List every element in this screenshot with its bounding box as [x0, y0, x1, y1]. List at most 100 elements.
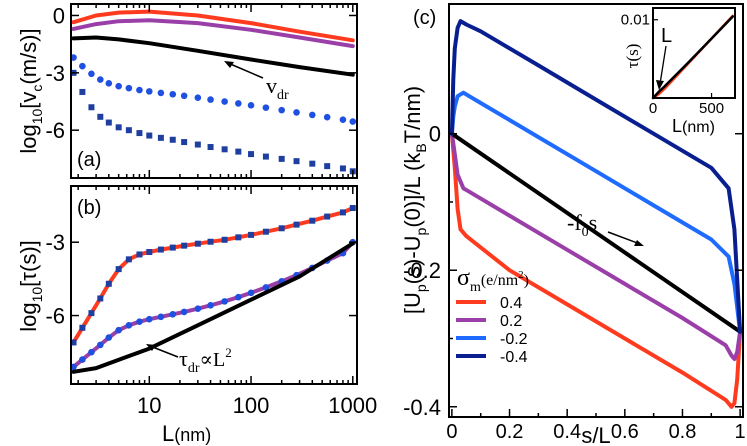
x-tick-label: 10	[137, 393, 161, 418]
y-label-log: log	[16, 124, 41, 153]
series-c-3-line	[449, 90, 743, 334]
inset-y-label: τ(s)	[623, 44, 642, 69]
y-tick-label: -3	[45, 230, 65, 255]
series-a-4-point	[278, 155, 285, 162]
inset-x-label-unit: (nm)	[682, 119, 715, 136]
series-a-4-point	[221, 146, 228, 153]
annotation-taudr-sub: dr	[188, 361, 200, 376]
y-axis-label-a: log10[vc(m/s)]	[16, 28, 45, 153]
series-b-0-point	[146, 249, 153, 255]
series-b-0-point	[248, 231, 255, 238]
series-b-1-point	[88, 348, 95, 356]
series-a-4-point	[248, 151, 255, 158]
inset-x-label-L: L	[672, 116, 682, 136]
annotation-taudr: τdr∝L2	[179, 345, 232, 376]
annotation-f0s-s: s	[589, 210, 598, 235]
y-label-sub: p	[413, 227, 429, 235]
series-b-0-point	[181, 242, 188, 249]
panel-b-frame	[70, 185, 358, 385]
y-label-sub: 10	[29, 108, 45, 124]
series-b-1-point	[145, 315, 153, 323]
x-axis-label-c: s/L	[581, 423, 610, 446]
series-b-0-point	[115, 266, 122, 273]
x-tick-label: 0.4	[553, 421, 581, 443]
series-b-0-point	[70, 339, 77, 346]
series-a-4-point	[136, 130, 143, 137]
annotation-vdr: vdr	[266, 73, 289, 103]
series-a-4-point	[115, 124, 122, 131]
x-tick-label: 100	[233, 393, 270, 418]
series-b-1-point	[125, 322, 133, 329]
series-b-2-line	[71, 241, 355, 374]
series-a-3-point	[323, 113, 331, 121]
y-tick-label: 0	[429, 122, 441, 147]
series-b-1-point	[180, 308, 188, 316]
series-b-0-point	[79, 324, 86, 331]
series-a-3-point	[278, 106, 285, 114]
series-b-1-point	[194, 305, 202, 313]
legend-label-1: 0.2	[500, 313, 522, 330]
annotation-arrow-b	[149, 345, 179, 358]
series-b-0-point	[278, 225, 285, 232]
panel-letter-b: (b)	[77, 197, 101, 219]
y-label-sub2: c	[29, 85, 45, 92]
x-tick-label: 1000	[328, 393, 377, 418]
x-tick-label: 1	[735, 421, 746, 443]
y-label-suffix: [τ(s)]	[16, 240, 41, 287]
series-b-0-point	[235, 234, 242, 241]
series-a-4-point	[97, 113, 104, 120]
panel-letter-c: (c)	[413, 7, 436, 29]
series-b-0-point	[207, 238, 214, 245]
series-a-4-point	[105, 119, 112, 126]
series-b-0-point	[293, 221, 300, 228]
y-tick-label: -3	[45, 61, 65, 86]
series-a-3-point	[293, 109, 300, 116]
series-b-0-point	[105, 280, 112, 287]
series-inset-1-line	[651, 15, 734, 100]
annotation-arrow-c	[607, 231, 641, 245]
series-c-2-line	[449, 131, 743, 334]
series-a-3-point	[157, 89, 165, 97]
series-b-0-point	[221, 236, 228, 243]
series-a-4-point	[169, 136, 176, 143]
x-label-L: L	[162, 421, 174, 446]
y-label-log: log	[16, 302, 41, 331]
series-a-3-point	[180, 92, 188, 100]
series-b-0-point	[262, 228, 269, 235]
series-b-0-point	[194, 240, 201, 247]
series-a-3-point	[339, 116, 347, 123]
annotation-vdr-sub: dr	[277, 88, 289, 103]
series-b-0-point	[157, 246, 164, 253]
y-tick-label: -6	[45, 304, 65, 329]
series-a-3-point	[125, 84, 133, 92]
inset-y-tick-label: 0.01	[621, 12, 650, 29]
annotation-f0s: -f0s	[567, 210, 597, 240]
inset-arrowhead	[656, 80, 664, 90]
series-a-3-point	[88, 70, 95, 78]
series-b-1-point	[79, 356, 86, 363]
annotation-arrowhead-a	[224, 61, 234, 68]
series-b-0-line	[71, 206, 355, 345]
y-label-part: (0)]/L (k	[400, 152, 425, 228]
series-b-1-point	[105, 334, 113, 341]
x-tick-label: 0	[446, 421, 457, 443]
series-c-1-line	[449, 131, 743, 361]
x-tick-label: 0.8	[669, 421, 697, 443]
x-tick-label: 0.2	[496, 421, 524, 443]
series-a-4-point	[181, 139, 188, 146]
y-tick-label: 0	[53, 3, 65, 28]
x-axis-label-b: L(nm)	[162, 421, 211, 446]
series-b-1-point	[157, 313, 165, 321]
series-a-4-point	[324, 163, 331, 170]
series-b-1-point	[262, 284, 270, 291]
series-a-3-point	[235, 100, 242, 107]
series-a-3-point	[105, 80, 113, 87]
inset-arrow	[659, 45, 667, 85]
y-label-part: [U	[400, 292, 425, 314]
annotation-arrow-a	[227, 62, 264, 79]
series-b-1-point	[136, 318, 143, 325]
series-a-3-point	[145, 88, 153, 95]
series-a-4-point	[194, 141, 201, 148]
